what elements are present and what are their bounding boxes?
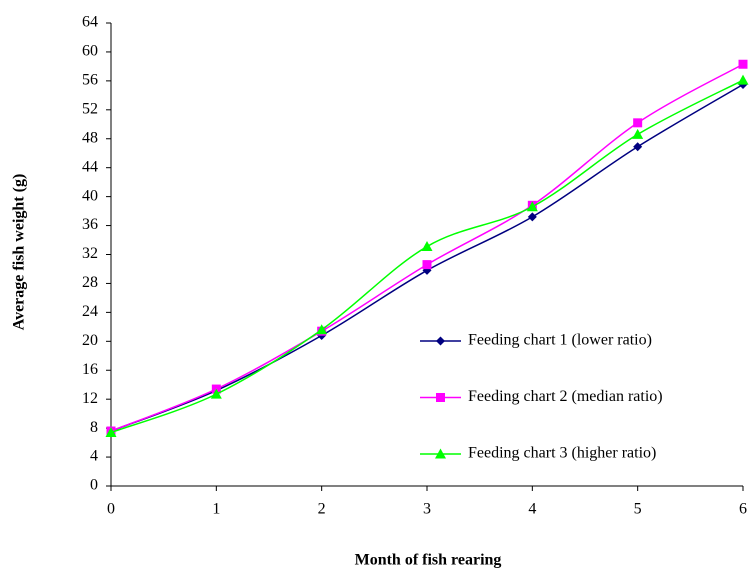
y-tick-label: 56 (82, 72, 98, 89)
x-axis-title: Month of fish rearing (355, 552, 502, 569)
y-tick-label: 36 (82, 216, 98, 233)
y-tick-label: 64 (82, 14, 98, 31)
marker (105, 426, 117, 437)
y-tick-label: 0 (90, 477, 98, 494)
marker (632, 128, 644, 139)
y-tick-label: 16 (82, 361, 98, 378)
y-tick-label: 12 (82, 390, 98, 407)
series-line (110, 79, 744, 434)
x-tick-label: 4 (528, 501, 536, 518)
marker (422, 260, 432, 270)
x-tick-label: 1 (212, 501, 220, 518)
y-tick-label: 44 (82, 158, 98, 175)
y-tick-label: 60 (82, 43, 98, 60)
marker (316, 324, 328, 335)
marker (633, 118, 643, 128)
marker (210, 388, 222, 399)
y-tick-label: 28 (82, 274, 98, 291)
y-tick-label: 4 (90, 448, 98, 465)
legend-marker (436, 393, 445, 402)
y-tick-label: 40 (82, 187, 98, 204)
legend-marker (436, 336, 445, 346)
x-tick-label: 2 (318, 501, 326, 518)
legend-label: Feeding chart 3 (higher ratio) (468, 445, 656, 462)
y-axis-title: Average fish weight (g) (11, 174, 28, 331)
x-tick-label: 6 (739, 501, 747, 518)
marker (526, 201, 538, 212)
marker (633, 142, 643, 152)
y-tick-label: 8 (90, 419, 98, 436)
marker (527, 212, 537, 222)
series-line (110, 83, 744, 432)
y-tick-label: 52 (82, 100, 98, 117)
x-tick-label: 0 (107, 501, 115, 518)
marker (737, 74, 749, 85)
x-tick-label: 5 (634, 501, 642, 518)
y-tick-label: 32 (82, 245, 98, 262)
y-tick-label: 20 (82, 332, 98, 349)
y-tick-label: 24 (82, 303, 98, 320)
legend-marker (435, 448, 446, 459)
x-tick-label: 3 (423, 501, 431, 518)
legend-label: Feeding chart 2 (median ratio) (468, 388, 663, 405)
legend-label: Feeding chart 1 (lower ratio) (468, 332, 652, 349)
marker (421, 241, 433, 252)
y-tick-label: 48 (82, 129, 98, 146)
marker (738, 59, 748, 69)
